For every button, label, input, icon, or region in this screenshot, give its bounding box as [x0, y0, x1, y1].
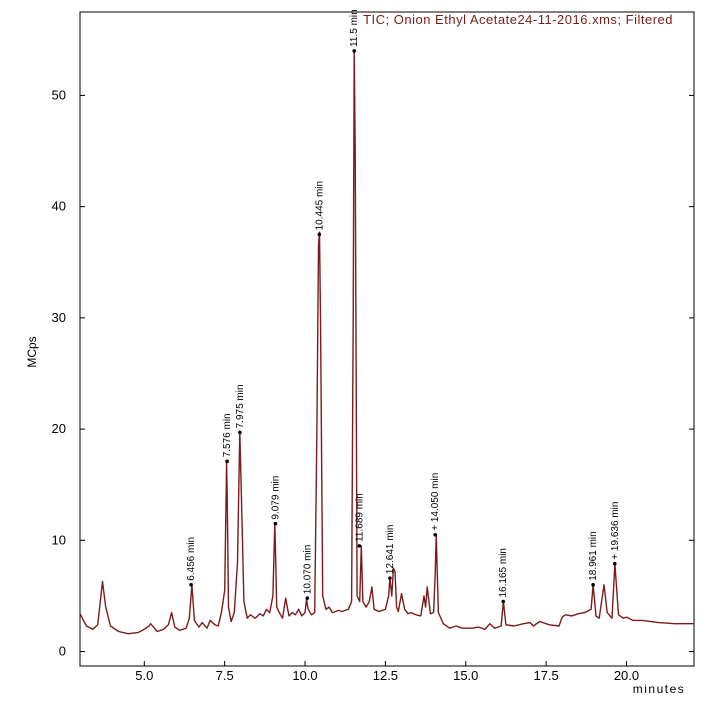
peak-label: 6.456 min: [186, 537, 197, 581]
y-tick-label: 50: [52, 87, 66, 102]
peak-marker: [352, 49, 357, 53]
peak-label: 7.975 min: [235, 384, 246, 428]
peak-marker: [388, 576, 392, 580]
peak-label: 18.961 min: [588, 531, 599, 580]
x-tick-label: 5.0: [135, 668, 153, 683]
y-tick-label: 0: [59, 644, 66, 659]
y-tick-label: 10: [52, 532, 66, 547]
peak-marker: [305, 596, 310, 600]
peak-label: 10.070 min: [302, 545, 313, 594]
peak-label: + 19.636 min: [610, 502, 621, 560]
y-axis-label: MCps: [25, 336, 39, 367]
y-tick-label: 20: [52, 421, 66, 436]
peak-label: 11.689 min: [354, 493, 365, 542]
x-tick-label: 7.5: [216, 668, 234, 683]
peak-label: 9.079 min: [270, 476, 281, 520]
plot-frame: [79, 11, 695, 667]
peak-marker: [501, 599, 506, 604]
peak-marker: [357, 544, 362, 548]
peak-label: 10.445 min: [314, 181, 325, 230]
x-tick-label: 12.5: [373, 668, 398, 683]
chart-title: TIC; Onion Ethyl Acetate24-11-2016.xms; …: [363, 12, 673, 27]
peak-marker: [591, 583, 595, 587]
peak-marker: [238, 430, 242, 435]
x-tick-label: 15.0: [453, 668, 478, 683]
peak-marker: [317, 232, 322, 237]
peak-marker: [433, 532, 438, 537]
peak-label: 12.641 min: [385, 525, 396, 574]
peak-marker: [225, 459, 229, 464]
tic-trace-line: [79, 50, 694, 635]
peak-label: 7.576 min: [222, 413, 233, 457]
peak-marker: [189, 583, 193, 587]
x-tick-label: 10.0: [292, 668, 317, 683]
y-tick-label: 30: [52, 310, 66, 325]
peak-label: + 14.050 min: [430, 473, 441, 531]
y-tick-label: 40: [52, 199, 66, 214]
peak-marker: [273, 521, 278, 526]
x-axis-label: minutes: [633, 682, 686, 696]
peak-label: 16.165 min: [498, 548, 509, 597]
x-tick-label: 17.5: [533, 668, 558, 683]
peak-marker: [612, 561, 617, 566]
x-tick-label: 20.0: [614, 668, 639, 683]
peak-label: 11.5 min: [349, 9, 360, 47]
